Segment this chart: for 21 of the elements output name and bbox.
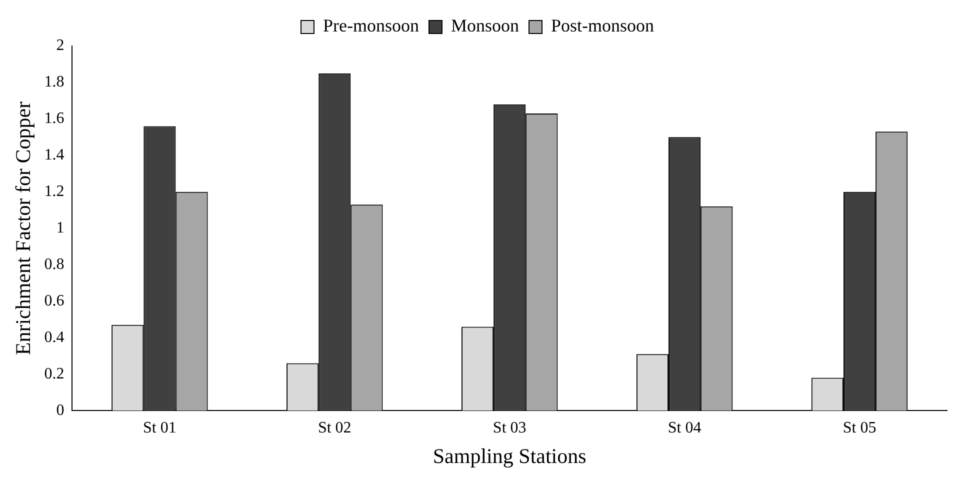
y-tick-label: 0 (56, 402, 64, 419)
y-tick-label: 1 (56, 220, 64, 237)
legend-label: Pre-monsoon (322, 16, 419, 36)
legend-label: Monsoon (450, 16, 519, 36)
y-tick-label: 0.6 (44, 292, 64, 310)
y-tick-label: 0.4 (44, 328, 64, 346)
y-tick-label: 1.8 (44, 74, 64, 91)
x-tick-label: St 02 (318, 419, 352, 436)
y-axis-title: Enrichment Factor for Copper (11, 101, 36, 356)
x-tick-label: St 01 (143, 419, 176, 436)
y-tick-label: 0.2 (44, 365, 64, 382)
x-tick-label: St 03 (492, 419, 526, 436)
legend-label: Post-monsoon (550, 16, 654, 36)
y-tick-label: 1.4 (44, 146, 64, 164)
x-tick-label: St 04 (668, 419, 702, 436)
y-tick-label: 0.8 (44, 256, 64, 273)
x-axis-title: Sampling Stations (432, 444, 586, 468)
y-tick-label: 1.2 (44, 183, 64, 200)
x-tick-label: St 05 (842, 419, 876, 436)
y-tick-label: 2 (56, 37, 64, 54)
y-tick-label: 1.6 (44, 110, 64, 128)
